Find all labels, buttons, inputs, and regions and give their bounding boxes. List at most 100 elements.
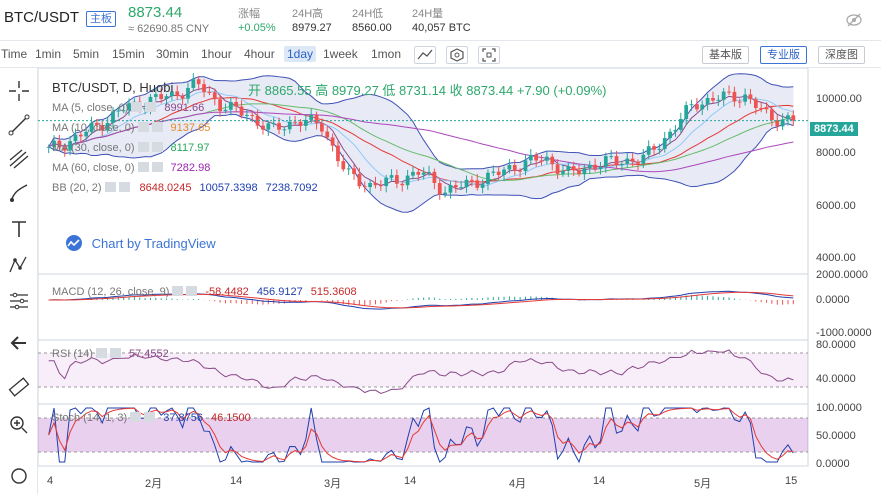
hide-eye-icon[interactable] [845, 11, 863, 29]
candle-body [770, 109, 774, 121]
candle-body [630, 158, 635, 162]
chart-area[interactable]: BTC/USDT, D, Huobi 开 8865.55 高 8979.27 低… [37, 67, 881, 494]
legend-bb-upper: 10057.3398 [199, 182, 258, 194]
candle-body [721, 91, 726, 100]
candle-body [786, 115, 790, 120]
legend-ma60-value: 7282.98 [170, 162, 211, 174]
stat-label-change: 涨幅 [238, 8, 260, 20]
candle-body [234, 102, 239, 107]
rsi-band [38, 353, 808, 387]
interval-1min[interactable]: 1min [35, 47, 62, 61]
candle-body [625, 158, 630, 164]
brush-icon[interactable] [6, 180, 32, 206]
legend-stoch: Stoch (14, 1, 3) 37.8756 46.1500 [52, 412, 251, 424]
candle-body [218, 99, 222, 112]
price-chart-svg[interactable] [37, 67, 881, 494]
candle-body [646, 146, 651, 155]
x-tick-4: 4 [47, 475, 54, 487]
candle-body [512, 165, 517, 171]
lock-icon[interactable] [6, 460, 32, 486]
candle-body [411, 171, 415, 176]
stoch-tick-100: 100.0000 [816, 402, 862, 414]
candle-body [95, 122, 99, 126]
candle-body [727, 91, 731, 93]
candle-body [732, 91, 737, 102]
legend-ma60: MA (60, close, 0) 7282.98 [52, 162, 210, 174]
candle-body [239, 106, 244, 116]
zoom-in-icon[interactable] [6, 412, 32, 438]
interval-time[interactable]: Time [1, 47, 28, 61]
last-price-label: 8873.44 [810, 122, 858, 136]
interval-5min[interactable]: 5min [73, 47, 100, 61]
candle-body [577, 170, 581, 175]
crosshair-icon[interactable] [6, 78, 32, 104]
candle-body [486, 172, 490, 185]
candle-body [764, 108, 769, 110]
interval-1hour[interactable]: 1hour [201, 47, 232, 61]
legend-macd-line: 456.9127 [256, 286, 303, 298]
settings-icon[interactable] [446, 46, 468, 64]
candle-body [202, 84, 206, 93]
pair-title[interactable]: BTC/USDT [4, 9, 79, 26]
x-tick-apr14: 14 [593, 475, 606, 487]
mode-pro[interactable]: 专业版 [760, 46, 807, 64]
interval-1day[interactable]: 1day [284, 46, 317, 62]
mode-depth[interactable]: 深度图 [818, 46, 865, 64]
candle-body [534, 154, 539, 161]
indicator-icon[interactable] [414, 46, 436, 64]
candle-body [357, 174, 362, 187]
candle-body [480, 184, 485, 188]
stoch-tick-50: 50.0000 [816, 430, 856, 442]
interval-30min[interactable]: 30min [156, 47, 189, 61]
legend-macd-hist: -58.4482 [205, 286, 249, 298]
candle-body [341, 161, 346, 170]
candle-body [791, 115, 796, 121]
ruler-icon[interactable] [6, 374, 32, 400]
fork-lines-icon[interactable] [6, 146, 32, 172]
candle-body [695, 104, 699, 110]
back-arrow-icon[interactable] [6, 330, 32, 356]
price-tick-6000: 6000.00 [816, 200, 856, 212]
legend-ohlc: 开 8865.55 高 8979.27 低 8731.14 收 8873.44 … [248, 83, 607, 98]
interval-15min[interactable]: 15min [112, 47, 145, 61]
candle-body [464, 179, 469, 188]
candle-body [593, 164, 597, 170]
bollinger-basis-line [48, 97, 794, 183]
pattern-icon[interactable] [6, 252, 32, 278]
interval-1week[interactable]: 1week [323, 47, 358, 61]
interval-4hour[interactable]: 4hour [244, 47, 275, 61]
fullscreen-icon[interactable] [478, 46, 500, 64]
stat-value-high: 8979.27 [292, 22, 332, 34]
legend-macd: MACD (12, 26, close, 9) -58.4482 456.9127 5… [52, 286, 357, 298]
candle-body [223, 109, 228, 112]
measure-lines-icon[interactable] [6, 288, 32, 314]
candle-body [716, 99, 721, 101]
text-tool-icon[interactable] [6, 216, 32, 242]
candle-body [652, 146, 656, 150]
legend-ma30-value: 8117.97 [170, 142, 210, 154]
candle-body [121, 110, 126, 112]
candle-body [496, 171, 501, 175]
candle-body [384, 177, 389, 187]
trend-line-icon[interactable] [6, 112, 32, 138]
candle-body [759, 107, 764, 109]
candle-body [657, 149, 662, 151]
legend-ma10-label: MA (10, close, 0) [52, 122, 135, 134]
interval-1mon[interactable]: 1mon [371, 47, 402, 61]
candle-body [555, 164, 560, 174]
candle-body [775, 120, 780, 127]
mode-basic[interactable]: 基本版 [702, 46, 749, 64]
legend-ma30: MA (30, close, 0) 8117.97 [52, 142, 210, 154]
candle-body [780, 119, 785, 127]
candle-body [255, 115, 260, 126]
candle-body [582, 168, 587, 175]
legend-rsi: RSI (14) 57.4552 [52, 348, 169, 360]
candle-body [432, 171, 437, 184]
candle-body [700, 104, 705, 110]
candle-body [528, 154, 533, 161]
stat-label-volume: 24H量 [412, 8, 444, 20]
candle-body [336, 145, 340, 162]
candle-body [668, 131, 672, 139]
stat-value-low: 8560.00 [352, 22, 392, 34]
candle-body [266, 123, 271, 130]
